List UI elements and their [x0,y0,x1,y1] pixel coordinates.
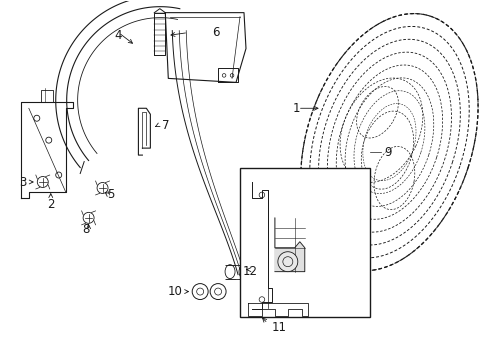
Text: 7: 7 [162,119,169,132]
Text: 9: 9 [384,145,391,159]
Bar [240,168,369,318]
Text: 8: 8 [82,223,89,236]
Polygon shape [274,218,304,272]
Text: 3: 3 [19,176,26,189]
Text: 10: 10 [167,285,182,298]
Text: 1: 1 [292,102,300,115]
Text: 12: 12 [242,265,257,278]
Text: 4: 4 [115,29,122,42]
Circle shape [277,252,297,272]
Text: 6: 6 [212,26,219,39]
Text: 2: 2 [47,198,54,211]
Text: 5: 5 [106,188,114,202]
Text: 11: 11 [271,321,286,334]
